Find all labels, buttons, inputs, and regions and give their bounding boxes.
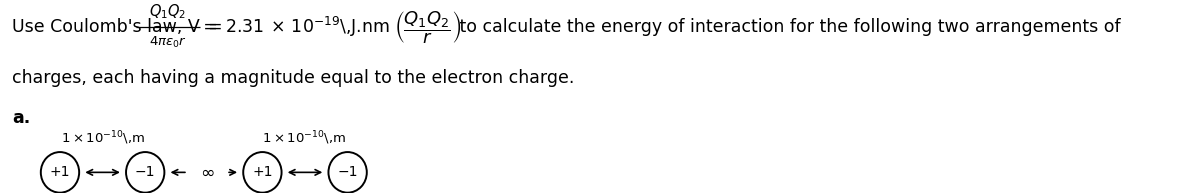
Text: $1\times10^{-10}$\,m: $1\times10^{-10}$\,m: [262, 129, 346, 147]
Text: $\!\left(\dfrac{Q_1Q_2}{r}\right)$: $\!\left(\dfrac{Q_1Q_2}{r}\right)$: [396, 9, 461, 46]
Text: a.: a.: [12, 109, 30, 127]
Text: $1\times10^{-10}$\,m: $1\times10^{-10}$\,m: [60, 129, 145, 147]
Text: −1: −1: [134, 165, 156, 179]
Text: Use Coulomb's law, V =: Use Coulomb's law, V =: [12, 18, 222, 36]
Text: −1: −1: [337, 165, 358, 179]
Text: $4\pi\epsilon_0 r$: $4\pi\epsilon_0 r$: [149, 35, 186, 50]
Text: charges, each having a magnitude equal to the electron charge.: charges, each having a magnitude equal t…: [12, 69, 575, 87]
Text: $\infty$: $\infty$: [199, 163, 215, 181]
Text: $= 2.31\,\times\,10^{-19}$\,J.nm: $= 2.31\,\times\,10^{-19}$\,J.nm: [204, 15, 390, 39]
Text: +1: +1: [49, 165, 71, 179]
Text: +1: +1: [252, 165, 272, 179]
Text: $Q_1Q_2$: $Q_1Q_2$: [149, 3, 186, 21]
Text: to calculate the energy of interaction for the following two arrangements of: to calculate the energy of interaction f…: [454, 18, 1121, 36]
